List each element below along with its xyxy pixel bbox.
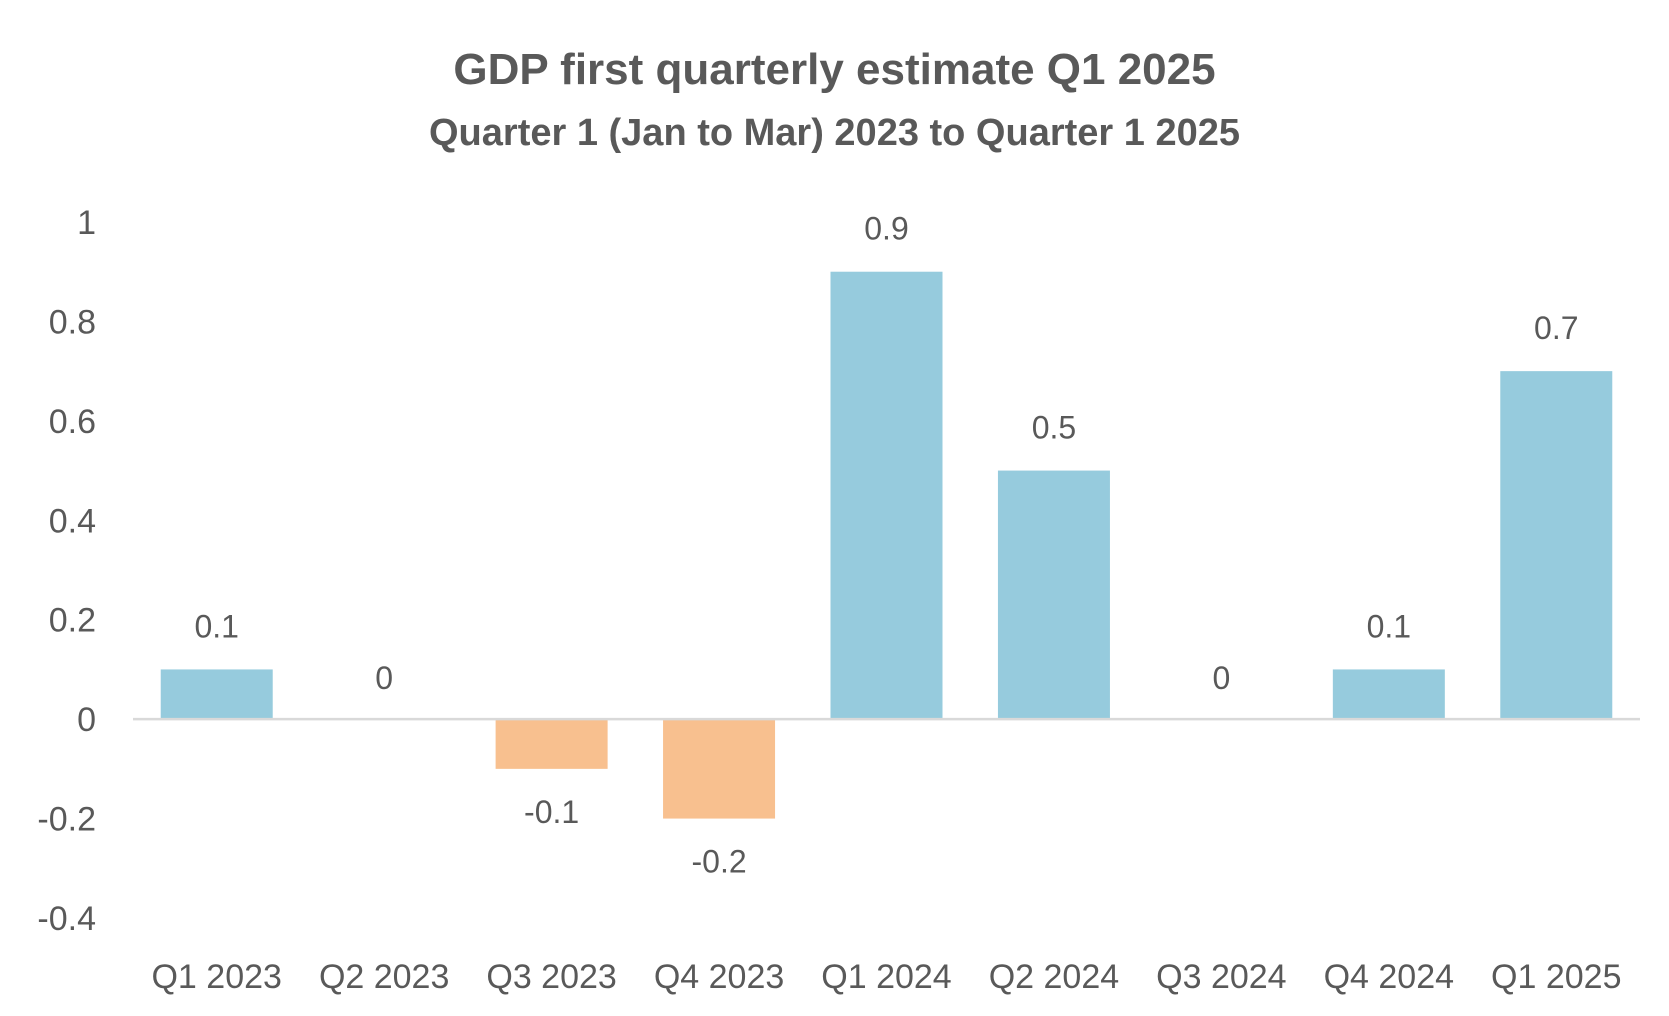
y-tick-label: 0.6 [49, 403, 96, 441]
data-label: 0.1 [194, 608, 238, 644]
x-category-label: Q3 2024 [1156, 958, 1286, 996]
bar-q3-2023 [495, 719, 608, 769]
x-category-label: Q2 2023 [319, 958, 449, 996]
y-tick-label: 0 [77, 701, 96, 739]
x-category-label: Q1 2023 [151, 958, 281, 996]
x-category-label: Q3 2023 [486, 958, 616, 996]
x-category-label: Q1 2024 [821, 958, 951, 996]
bar-q4-2024 [1332, 669, 1445, 720]
data-label: 0.1 [1367, 608, 1411, 644]
y-tick-label: 1 [77, 204, 96, 242]
y-tick-label: -0.2 [37, 801, 96, 839]
x-category-label: Q4 2023 [654, 958, 784, 996]
bars [160, 271, 1613, 819]
chart-subtitle: Quarter 1 (Jan to Mar) 2023 to Quarter 1… [429, 112, 1240, 154]
y-axis-ticks: -0.4 -0.2 0 0.2 0.4 0.6 0.8 1 [37, 204, 96, 938]
y-tick-label: 0.4 [49, 502, 96, 540]
bar-q4-2023 [663, 719, 776, 819]
y-tick-label: 0.2 [49, 602, 96, 640]
data-label: -0.1 [524, 794, 579, 830]
bar-q1-2025 [1500, 371, 1613, 720]
data-label: 0.5 [1032, 410, 1076, 446]
data-labels: 0.1 0 -0.1 -0.2 0.9 0.5 0 0.1 0.7 [194, 211, 1578, 880]
bar-q1-2023 [160, 669, 273, 720]
bar-q2-2024 [997, 470, 1110, 720]
x-category-label: Q2 2024 [989, 958, 1119, 996]
x-category-label: Q4 2024 [1324, 958, 1454, 996]
y-tick-label: -0.4 [37, 900, 96, 938]
chart-title: GDP first quarterly estimate Q1 2025 [453, 45, 1216, 94]
data-label: 0 [1212, 660, 1230, 696]
data-label: 0 [375, 660, 393, 696]
data-label: 0.9 [864, 211, 908, 247]
data-label: 0.7 [1534, 310, 1578, 346]
category-labels: Q1 2023 Q2 2023 Q3 2023 Q4 2023 Q1 2024 Q2 20… [151, 958, 1621, 996]
data-label: -0.2 [691, 844, 746, 880]
y-tick-label: 0.8 [49, 303, 96, 341]
x-category-label: Q1 2025 [1491, 958, 1621, 996]
bar-q1-2024 [830, 271, 943, 720]
